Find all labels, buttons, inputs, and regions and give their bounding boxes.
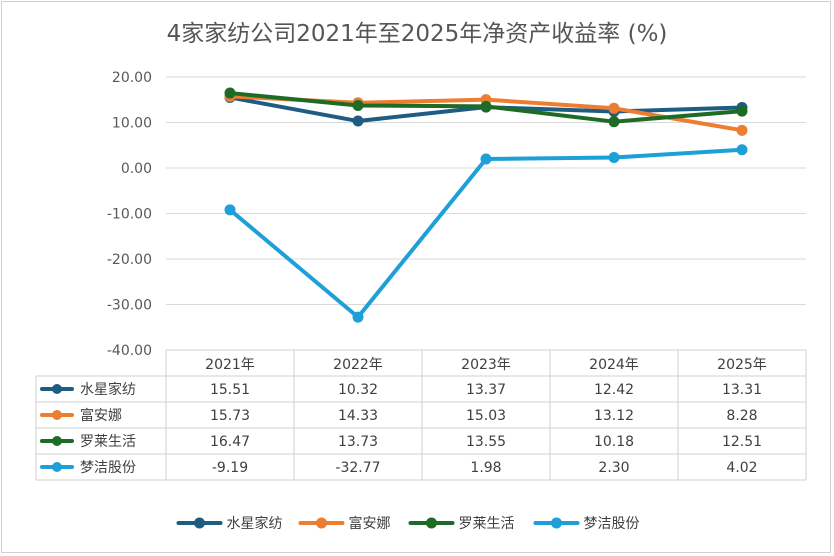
x-category-label: 2021年 (205, 357, 255, 373)
data-point (736, 105, 748, 117)
table-cell-value: 13.37 (466, 382, 506, 398)
table-cell-value: 15.03 (466, 408, 506, 424)
table-legend-key-marker (52, 462, 62, 472)
table-series-name: 梦洁股份 (80, 460, 136, 476)
x-category-label: 2024年 (589, 357, 639, 373)
legend-label: 罗莱生活 (459, 516, 515, 532)
table-cell-value: 1.98 (470, 460, 501, 476)
data-point (352, 311, 364, 323)
table-legend-key-marker (52, 410, 62, 420)
table-cell-value: 16.47 (210, 434, 250, 450)
data-point (608, 102, 620, 114)
y-tick-label: 10.00 (112, 116, 152, 132)
data-point (480, 153, 492, 165)
table-cell-value: 12.51 (722, 434, 762, 450)
table-cell-value: 4.02 (726, 460, 757, 476)
data-point (608, 116, 620, 128)
data-point (352, 100, 364, 112)
y-tick-label: -40.00 (107, 343, 152, 359)
y-tick-label: -30.00 (107, 298, 152, 314)
legend-key-marker (426, 517, 437, 529)
chart-title: 4家家纺公司2021年至2025年净资产收益率 (%) (166, 21, 668, 47)
legend-key-marker (316, 517, 327, 529)
table-cell-value: 13.31 (722, 382, 762, 398)
table-series-name: 水星家纺 (80, 381, 136, 398)
series-line (228, 147, 744, 320)
table-cell-value: 15.51 (210, 382, 250, 398)
legend-label: 富安娜 (349, 515, 391, 532)
data-point (224, 87, 236, 99)
y-tick-label: -20.00 (107, 252, 152, 268)
table-cell-value: 8.28 (726, 408, 757, 424)
table-series-name: 罗莱生活 (80, 434, 136, 450)
data-point (736, 144, 748, 156)
table-cell-value: 10.18 (594, 434, 634, 450)
legend-label: 梦洁股份 (584, 516, 640, 532)
data-point (480, 100, 492, 112)
y-tick-label: -10.00 (107, 207, 152, 223)
table-cell-value: 13.12 (594, 408, 634, 424)
legend-key-marker (551, 517, 562, 529)
table-cell-value: 13.55 (466, 434, 506, 450)
table-cell-value: 12.42 (594, 382, 634, 398)
x-category-label: 2025年 (717, 357, 767, 373)
table-cell-value: 10.32 (338, 382, 378, 398)
legend-key-marker (194, 517, 205, 529)
table-series-name: 富安娜 (80, 407, 122, 424)
table-legend-key-marker (52, 384, 62, 394)
x-category-label: 2022年 (333, 357, 383, 373)
y-tick-label: 0.00 (121, 161, 152, 177)
table-cell-value: 14.33 (338, 408, 378, 424)
table-cell-value: 2.30 (598, 460, 629, 476)
table-cell-value: 15.73 (210, 408, 250, 424)
data-point (224, 204, 236, 216)
data-point (736, 124, 748, 136)
y-tick-label: 20.00 (112, 70, 152, 86)
table-legend-key-marker (52, 436, 62, 446)
table-cell-value: -9.19 (212, 460, 248, 476)
legend-label: 水星家纺 (227, 515, 283, 532)
data-point (352, 115, 364, 127)
table-cell-value: -32.77 (335, 460, 380, 476)
x-category-label: 2023年 (461, 357, 511, 373)
table-cell-value: 13.73 (338, 434, 378, 450)
data-point (608, 152, 620, 164)
